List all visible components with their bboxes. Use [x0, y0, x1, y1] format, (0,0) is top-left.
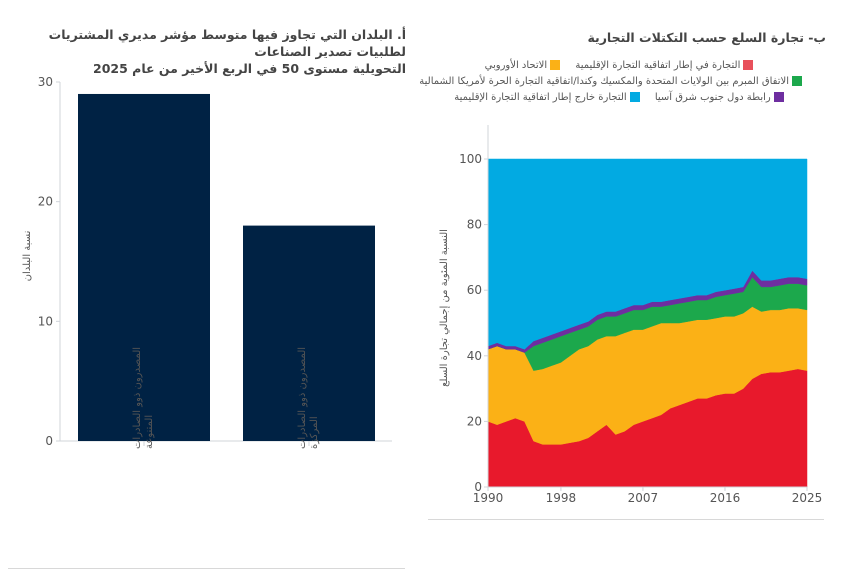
legend-item-asean[interactable]: رابطة دول جنوب شرق آسيا — [655, 90, 784, 106]
legend-row-1: التجارة في إطار اتفاقية التجارة الإقليمي… — [430, 58, 808, 74]
area-chart-y-axis: 0 20 40 60 80 100 — [459, 125, 489, 494]
legend-swatch-asean — [773, 92, 784, 102]
bar-y-tick-label: 20 — [38, 195, 53, 209]
bar-y-tick-label: 30 — [38, 75, 53, 89]
area-y-tick-label: 60 — [467, 283, 482, 297]
area-series-5 — [487, 158, 808, 350]
bar-x-label-2: المصدرون ذوو الصادرات المركزة — [297, 347, 320, 449]
bar-x-label-line1: المصدرون ذوو الصادرات — [132, 347, 143, 449]
bar-y-tick-label: 10 — [38, 314, 53, 328]
legend-item-eu[interactable]: الاتحاد الأوروبي — [485, 58, 561, 74]
right-panel-divider — [428, 519, 824, 520]
area-y-tick-label: 0 — [474, 480, 482, 494]
area-chart: 0 20 40 60 80 100 1990 1998 2007 2016 2025 النسبة… — [439, 125, 823, 505]
bar-2 — [243, 225, 375, 441]
bar-chart-title-line2: التحويلية مستوى 50 في الربع الأخير من عا… — [93, 61, 406, 76]
area-x-tick-label: 2025 — [792, 491, 823, 505]
legend-row-2: الاتفاق المبرم بين الولايات المتحدة والم… — [419, 74, 808, 90]
area-y-tick-label: 40 — [467, 349, 482, 363]
legend-label-rta-trade: التجارة في إطار اتفاقية التجارة الإقليمي… — [575, 60, 741, 71]
legend-label-usmca: الاتفاق المبرم بين الولايات المتحدة والم… — [419, 76, 789, 87]
bar-chart-title: أ. البلدان التي تجاوز فيها متوسط مؤشر مد… — [8, 26, 406, 77]
bar-chart-title-line1: أ. البلدان التي تجاوز فيها متوسط مؤشر مد… — [48, 27, 406, 59]
legend-swatch-rta-trade — [743, 60, 754, 70]
area-chart-x-axis: 1990 1998 2007 2016 2025 — [473, 486, 823, 505]
bar-chart-x-labels: المصدرون ذوو الصادرات المتنوعة المصدرون ذو… — [132, 347, 320, 449]
area-chart-title: ب- تجارة السلع حسب التكتلات التجارية — [587, 30, 826, 45]
bar-x-label-line2: المركزة — [309, 416, 320, 449]
area-y-tick-label: 100 — [459, 152, 482, 166]
legend-row-3: رابطة دول جنوب شرق آسيا التجارة خارج إطا… — [430, 90, 808, 106]
legend-swatch-eu — [550, 60, 561, 70]
area-x-tick-label: 1990 — [473, 491, 504, 505]
legend-label-eu: الاتحاد الأوروبي — [484, 60, 548, 71]
legend-item-rta-trade[interactable]: التجارة في إطار اتفاقية التجارة الإقليمي… — [575, 58, 754, 74]
bar-chart-bars — [78, 93, 375, 441]
area-chart-areas — [487, 158, 808, 488]
bar-x-label-1: المصدرون ذوو الصادرات المتنوعة — [132, 347, 155, 449]
area-x-tick-label: 2007 — [628, 491, 659, 505]
area-y-tick-label: 20 — [467, 414, 482, 428]
area-chart-y-axis-label: النسبة المئوية من إجمالي تجارة السلع — [439, 229, 450, 387]
legend-item-non-rta[interactable]: التجارة خارج إطار اتفاقية التجارة الإقلي… — [454, 90, 640, 106]
bar-1 — [78, 93, 210, 441]
left-panel-divider — [8, 568, 405, 569]
area-x-tick-label: 2016 — [710, 491, 741, 505]
area-y-tick-label: 80 — [467, 218, 482, 232]
area-chart-legend: التجارة في إطار اتفاقية التجارة الإقليمي… — [419, 58, 808, 106]
legend-label-asean: رابطة دول جنوب شرق آسيا — [654, 92, 771, 103]
bar-y-tick-label: 0 — [45, 434, 53, 448]
bar-chart-y-axis-label: نسبة البلدان — [22, 231, 33, 282]
legend-label-non-rta: التجارة خارج إطار اتفاقية التجارة الإقلي… — [454, 92, 627, 103]
legend-swatch-non-rta — [629, 92, 640, 102]
bar-x-label-line2: المتنوعة — [144, 415, 155, 449]
area-x-tick-label: 1998 — [546, 491, 577, 505]
legend-swatch-usmca — [792, 76, 802, 86]
legend-item-usmca[interactable]: الاتفاق المبرم بين الولايات المتحدة والم… — [419, 74, 802, 90]
bar-x-label-line1: المصدرون ذوو الصادرات — [297, 347, 308, 449]
